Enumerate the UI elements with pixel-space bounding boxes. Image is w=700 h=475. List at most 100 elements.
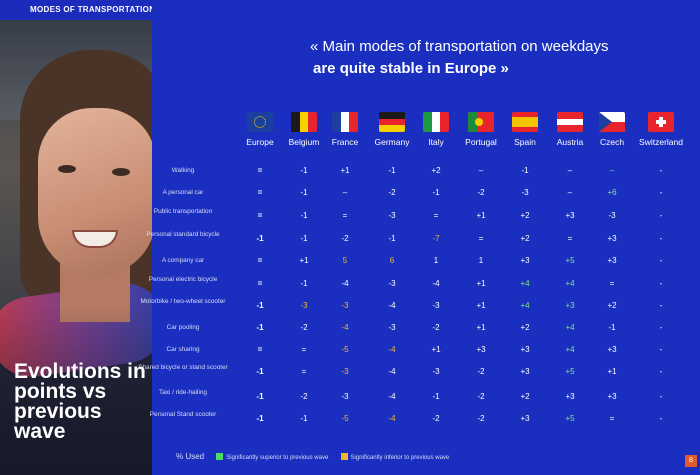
legend-inferior: Significantly inferior to previous wave [350, 455, 450, 461]
table-cell: +3 [607, 256, 617, 265]
table-cell: -4 [341, 323, 349, 332]
table-cell: -1 [388, 166, 396, 175]
table-cell: 1 [433, 256, 439, 265]
table-cell: -2 [477, 414, 485, 423]
table-cell: +1 [476, 323, 486, 332]
table-cell: -3 [388, 323, 396, 332]
table-cell: +3 [520, 414, 530, 423]
table-cell: - [659, 256, 663, 265]
table-cell: -1 [300, 211, 308, 220]
table-cell: -2 [341, 234, 349, 243]
country-label: Belgium [288, 137, 320, 147]
table-cell: 1 [478, 256, 484, 265]
table-cell: +2 [431, 166, 441, 175]
table-cell: +3 [520, 367, 530, 376]
table-cell: = [433, 211, 439, 220]
table-cell: +2 [520, 392, 530, 401]
table-cell: +1 [476, 301, 486, 310]
table-cell: – [609, 166, 615, 175]
row-label: Personal Stand scooter [149, 411, 217, 418]
table-cell: -1 [256, 392, 264, 401]
table-cell: -1 [608, 323, 616, 332]
table-cell: +4 [565, 345, 575, 354]
table-cell: +4 [565, 279, 575, 288]
row-label: A company car [161, 257, 205, 264]
table-cell: -3 [432, 367, 440, 376]
table-cell: -3 [341, 367, 349, 376]
table-cell: = [478, 234, 484, 243]
table-cell: -1 [388, 234, 396, 243]
table-cell: +1 [431, 345, 441, 354]
headline-line2: are quite stable in Europe » [313, 60, 509, 77]
table-cell: = [257, 256, 263, 265]
table-cell: -2 [477, 188, 485, 197]
table-cell: -1 [300, 414, 308, 423]
table-cell: -3 [341, 301, 349, 310]
table-cell: -1 [300, 188, 308, 197]
table-cell: - [659, 188, 663, 197]
table-cell: +2 [520, 323, 530, 332]
table-cell: -4 [388, 367, 396, 376]
headline-line1: « Main modes of transportation on weekda… [310, 38, 609, 55]
table-cell: = [257, 279, 263, 288]
table-cell: -2 [477, 392, 485, 401]
row-label: Personal standard bicycle [146, 231, 220, 238]
table-cell: -1 [432, 392, 440, 401]
table-cell: -1 [256, 301, 264, 310]
table-cell: -2 [432, 323, 440, 332]
table-cell: +1 [299, 256, 309, 265]
table-cell: = [301, 345, 307, 354]
country-label: Italy [428, 137, 444, 147]
table-cell: = [257, 166, 263, 175]
table-cell: – [567, 188, 573, 197]
table-cell: +5 [565, 367, 575, 376]
country-label: Portugal [465, 137, 497, 147]
table-cell: -4 [388, 414, 396, 423]
country-label: Austria [556, 137, 584, 147]
table-cell: = [609, 279, 615, 288]
table-cell: +5 [565, 414, 575, 423]
table-cell: +3 [565, 301, 575, 310]
table-cell: -4 [388, 345, 396, 354]
legend: % Used Significantly superior to previou… [176, 452, 449, 461]
flag-switzerland [648, 112, 674, 132]
row-label: Motorbike / two-wheel scooter [140, 298, 226, 305]
table-cell: +3 [520, 256, 530, 265]
table-cell: +3 [607, 345, 617, 354]
row-label: Shared bicycle or stand scooter [138, 364, 228, 371]
table-cell: -4 [341, 279, 349, 288]
table-cell: -3 [300, 301, 308, 310]
table-cell: +4 [520, 279, 530, 288]
table-cell: -1 [432, 188, 440, 197]
table-cell: +2 [607, 301, 617, 310]
table-cell: -1 [256, 414, 264, 423]
table-cell: +3 [476, 345, 486, 354]
country-label: Spain [514, 137, 536, 147]
table-cell: -7 [432, 234, 440, 243]
table-cell: = [342, 211, 348, 220]
table-cell: +3 [565, 211, 575, 220]
flag-czech [599, 112, 625, 132]
flag-france [332, 112, 358, 132]
table-cell: -1 [300, 166, 308, 175]
table-cell: -3 [521, 188, 529, 197]
row-label: Public transportation [153, 208, 213, 215]
table-cell: = [257, 211, 263, 220]
table-cell: -1 [521, 166, 529, 175]
table-cell: -1 [256, 367, 264, 376]
table-cell: - [659, 301, 663, 310]
table-cell: - [659, 323, 663, 332]
table-cell: 5 [342, 256, 348, 265]
table-cell: +3 [565, 392, 575, 401]
flag-belgium [291, 112, 317, 132]
flag-spain [512, 112, 538, 132]
row-label: Car sharing [166, 346, 200, 353]
page-number: 8 [685, 455, 697, 467]
table-cell: -3 [341, 392, 349, 401]
table-cell: – [567, 166, 573, 175]
row-label: Walking [171, 167, 195, 174]
table-cell: 6 [389, 256, 395, 265]
table-cell: +1 [476, 211, 486, 220]
table-cell: +4 [565, 323, 575, 332]
